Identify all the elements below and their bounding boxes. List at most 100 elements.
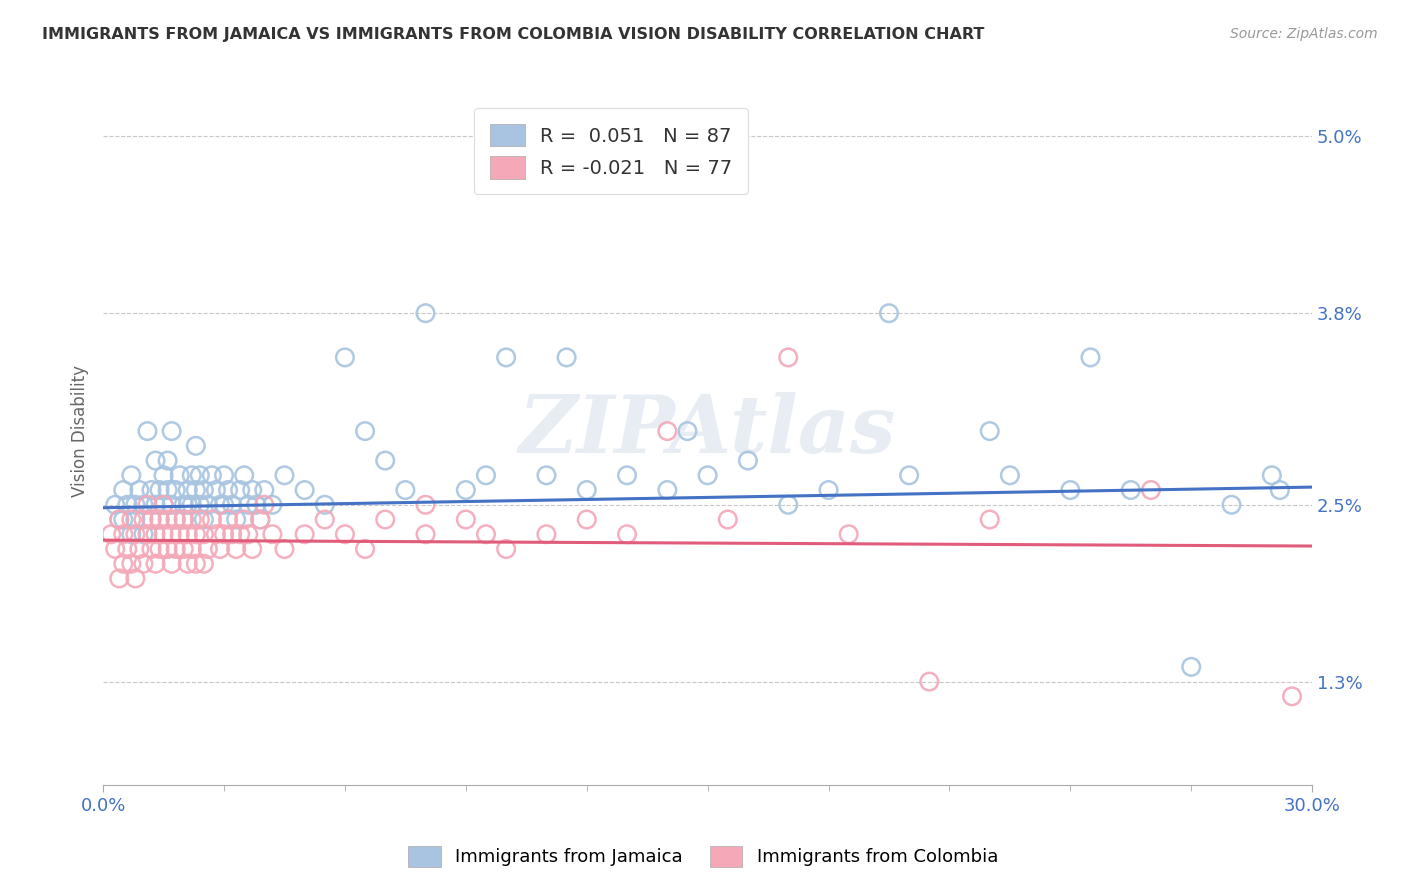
Point	[676, 424, 699, 438]
Point	[145, 557, 167, 571]
Point	[205, 527, 228, 541]
Point	[104, 498, 127, 512]
Point	[128, 541, 150, 556]
Point	[374, 453, 396, 467]
Point	[184, 439, 207, 453]
Point	[165, 541, 187, 556]
Point	[262, 498, 284, 512]
Point	[1180, 660, 1202, 674]
Point	[124, 571, 146, 585]
Point	[212, 468, 235, 483]
Point	[575, 512, 598, 526]
Point	[238, 498, 260, 512]
Point	[136, 498, 159, 512]
Point	[136, 527, 159, 541]
Point	[616, 468, 638, 483]
Point	[132, 498, 155, 512]
Point	[217, 483, 239, 497]
Point	[132, 557, 155, 571]
Point	[273, 541, 295, 556]
Point	[778, 498, 800, 512]
Point	[152, 498, 174, 512]
Point	[132, 527, 155, 541]
Point	[177, 498, 200, 512]
Point	[273, 468, 295, 483]
Point	[160, 527, 183, 541]
Point	[145, 527, 167, 541]
Point	[173, 541, 195, 556]
Point	[184, 527, 207, 541]
Point	[240, 483, 263, 497]
Point	[184, 557, 207, 571]
Point	[294, 483, 316, 497]
Point	[156, 512, 179, 526]
Point	[415, 498, 437, 512]
Point	[233, 512, 256, 526]
Point	[177, 557, 200, 571]
Point	[141, 483, 163, 497]
Point	[1261, 468, 1284, 483]
Point	[152, 468, 174, 483]
Point	[188, 512, 211, 526]
Point	[193, 557, 215, 571]
Point	[1059, 483, 1081, 497]
Text: Source: ZipAtlas.com: Source: ZipAtlas.com	[1230, 27, 1378, 41]
Point	[201, 512, 224, 526]
Point	[152, 498, 174, 512]
Point	[217, 512, 239, 526]
Point	[998, 468, 1021, 483]
Point	[616, 527, 638, 541]
Point	[555, 351, 578, 365]
Point	[221, 527, 243, 541]
Point	[165, 512, 187, 526]
Point	[253, 483, 276, 497]
Point	[225, 541, 247, 556]
Point	[262, 527, 284, 541]
Point	[193, 512, 215, 526]
Point	[454, 512, 477, 526]
Point	[536, 468, 558, 483]
Legend: Immigrants from Jamaica, Immigrants from Colombia: Immigrants from Jamaica, Immigrants from…	[401, 838, 1005, 874]
Point	[1140, 483, 1163, 497]
Point	[245, 498, 267, 512]
Point	[415, 527, 437, 541]
Point	[128, 483, 150, 497]
Point	[124, 512, 146, 526]
Point	[160, 498, 183, 512]
Point	[838, 527, 860, 541]
Point	[979, 512, 1001, 526]
Point	[136, 424, 159, 438]
Y-axis label: Vision Disability: Vision Disability	[72, 365, 89, 497]
Point	[898, 468, 921, 483]
Point	[180, 541, 202, 556]
Point	[536, 527, 558, 541]
Point	[394, 483, 416, 497]
Point	[778, 351, 800, 365]
Point	[238, 527, 260, 541]
Point	[169, 527, 191, 541]
Point	[104, 541, 127, 556]
Point	[208, 498, 231, 512]
Point	[1281, 690, 1303, 704]
Point	[148, 512, 170, 526]
Point	[112, 512, 135, 526]
Point	[197, 541, 219, 556]
Point	[112, 557, 135, 571]
Point	[180, 512, 202, 526]
Point	[124, 527, 146, 541]
Point	[169, 468, 191, 483]
Point	[877, 306, 900, 320]
Point	[294, 527, 316, 541]
Point	[657, 483, 679, 497]
Point	[120, 557, 142, 571]
Legend: R =  0.051   N = 87, R = -0.021   N = 77: R = 0.051 N = 87, R = -0.021 N = 77	[474, 109, 748, 194]
Point	[229, 527, 252, 541]
Point	[221, 498, 243, 512]
Point	[415, 306, 437, 320]
Point	[160, 424, 183, 438]
Point	[108, 512, 131, 526]
Point	[112, 483, 135, 497]
Point	[108, 571, 131, 585]
Point	[212, 527, 235, 541]
Point	[495, 351, 517, 365]
